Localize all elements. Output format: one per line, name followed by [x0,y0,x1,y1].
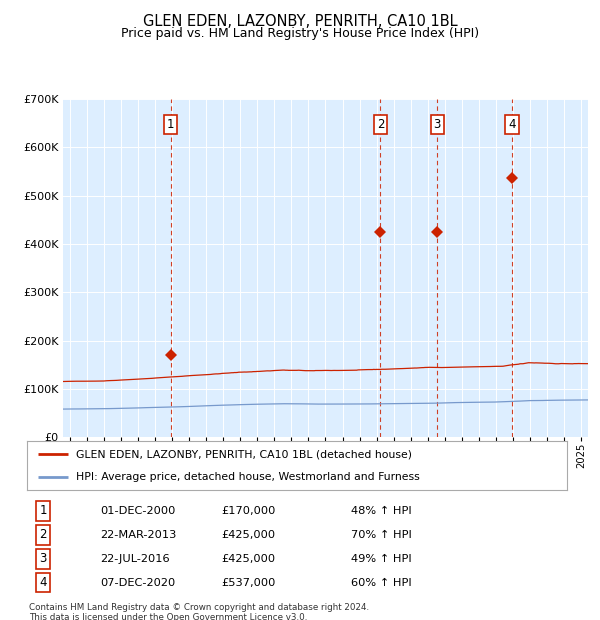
Text: 4: 4 [40,576,47,589]
Text: £537,000: £537,000 [221,578,276,588]
Text: 60% ↑ HPI: 60% ↑ HPI [351,578,412,588]
Text: £425,000: £425,000 [221,554,275,564]
Text: 07-DEC-2020: 07-DEC-2020 [100,578,175,588]
Text: £425,000: £425,000 [221,529,275,540]
Text: 48% ↑ HPI: 48% ↑ HPI [351,506,412,516]
Text: 2: 2 [377,118,384,131]
Text: GLEN EDEN, LAZONBY, PENRITH, CA10 1BL: GLEN EDEN, LAZONBY, PENRITH, CA10 1BL [143,14,457,29]
Text: 01-DEC-2000: 01-DEC-2000 [100,506,175,516]
Text: 3: 3 [40,552,47,565]
Text: 1: 1 [167,118,175,131]
Text: GLEN EDEN, LAZONBY, PENRITH, CA10 1BL (detached house): GLEN EDEN, LAZONBY, PENRITH, CA10 1BL (d… [76,450,412,459]
Text: 49% ↑ HPI: 49% ↑ HPI [351,554,412,564]
Text: Price paid vs. HM Land Registry's House Price Index (HPI): Price paid vs. HM Land Registry's House … [121,27,479,40]
Text: 2: 2 [40,528,47,541]
Text: £170,000: £170,000 [221,506,276,516]
Text: 4: 4 [508,118,515,131]
Text: HPI: Average price, detached house, Westmorland and Furness: HPI: Average price, detached house, West… [76,472,419,482]
Text: 22-MAR-2013: 22-MAR-2013 [100,529,176,540]
Text: 70% ↑ HPI: 70% ↑ HPI [351,529,412,540]
Text: 22-JUL-2016: 22-JUL-2016 [100,554,170,564]
Text: Contains HM Land Registry data © Crown copyright and database right 2024.
This d: Contains HM Land Registry data © Crown c… [29,603,369,620]
Text: 3: 3 [434,118,441,131]
Text: 1: 1 [40,504,47,517]
